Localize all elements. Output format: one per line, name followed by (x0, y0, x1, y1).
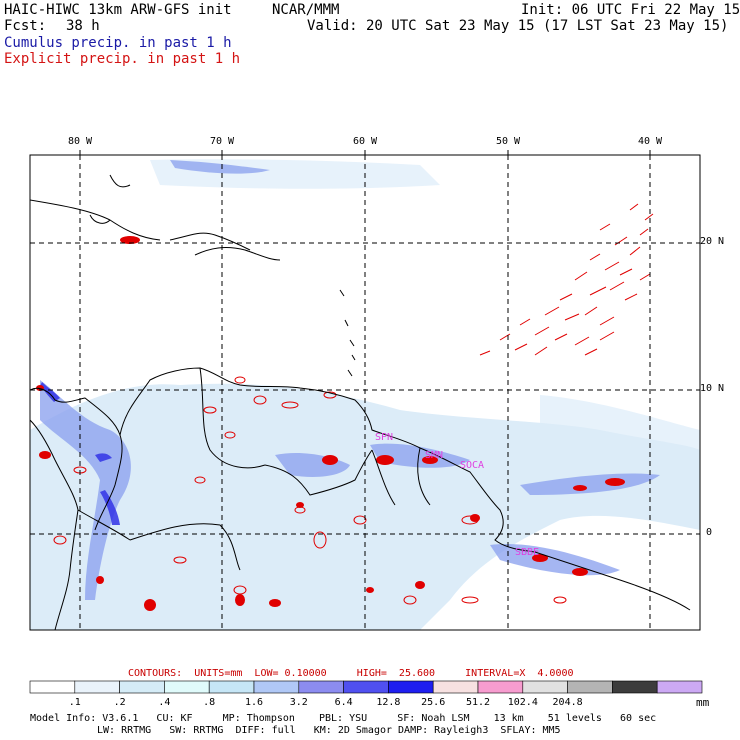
fcst-value: 38 h (66, 18, 100, 34)
model-info-line2: LW: RRTMG SW: RRTMG DIFF: full KM: 2D Sm… (97, 725, 561, 736)
lon-label-70w: 70 W (209, 136, 235, 147)
colorbar-tick-label: 3.2 (289, 697, 308, 708)
colorbar-tick-label: 6.4 (334, 697, 353, 708)
lon-label-50w: 50 W (495, 136, 521, 147)
colorbar-tick-label: .4 (158, 697, 171, 708)
station-label: SPN (375, 432, 394, 443)
colorbar-tick-label: 25.6 (421, 697, 446, 708)
cumulus-precip-medium (40, 160, 660, 600)
explicit-precip-fill (36, 236, 625, 611)
valid-time: Valid: 20 UTC Sat 23 May 15 (17 LST Sat … (307, 18, 729, 34)
colorbar-tick-label: .8 (203, 697, 216, 708)
lon-label-60w: 60 W (352, 136, 378, 147)
colorbar-tick-label: 12.8 (376, 697, 401, 708)
cumulus-legend: Cumulus precip. in past 1 h (4, 35, 232, 51)
explicit-legend: Explicit precip. in past 1 h (4, 51, 241, 67)
colorbar-tick-label: 102.4 (507, 697, 538, 708)
lat-lon-grid (30, 155, 700, 630)
fcst-label: Fcst: (4, 18, 47, 34)
model-title: HAIC-HIWC 13km ARW-GFS init (4, 2, 232, 18)
lon-label-40w: 40 W (637, 136, 663, 147)
colorbar-tick-label: 204.8 (552, 697, 583, 708)
colorbar-tick-label: .1 (68, 697, 81, 708)
lat-label-0: 0 (706, 527, 713, 538)
lat-label-10n: 10 N (700, 383, 725, 394)
init-time: Init: 06 UTC Fri 22 May 15 (521, 2, 740, 18)
model-info-line1: Model Info: V3.6.1 CU: KF MP: Thompson P… (30, 713, 657, 724)
coastlines (30, 174, 691, 630)
station-label: SBBE (515, 547, 540, 558)
lon-label-80w: 80 W (67, 136, 93, 147)
station-label: SMN (425, 450, 444, 461)
colorbar-tick-label: 1.6 (244, 697, 264, 708)
station-label: SOCA (460, 460, 485, 471)
lat-label-20n: 20 N (700, 236, 725, 247)
colorbar-tick-label: 51.2 (465, 697, 491, 708)
colorbar-unit: mm (696, 696, 710, 709)
colorbar-tick-label: .2 (113, 697, 126, 708)
contours-info: CONTOURS: UNITS=mm LOW= 0.10000 HIGH= 25… (128, 668, 574, 679)
org-label: NCAR/MMM (272, 2, 340, 18)
cumulus-precip-heavy (40, 382, 120, 525)
